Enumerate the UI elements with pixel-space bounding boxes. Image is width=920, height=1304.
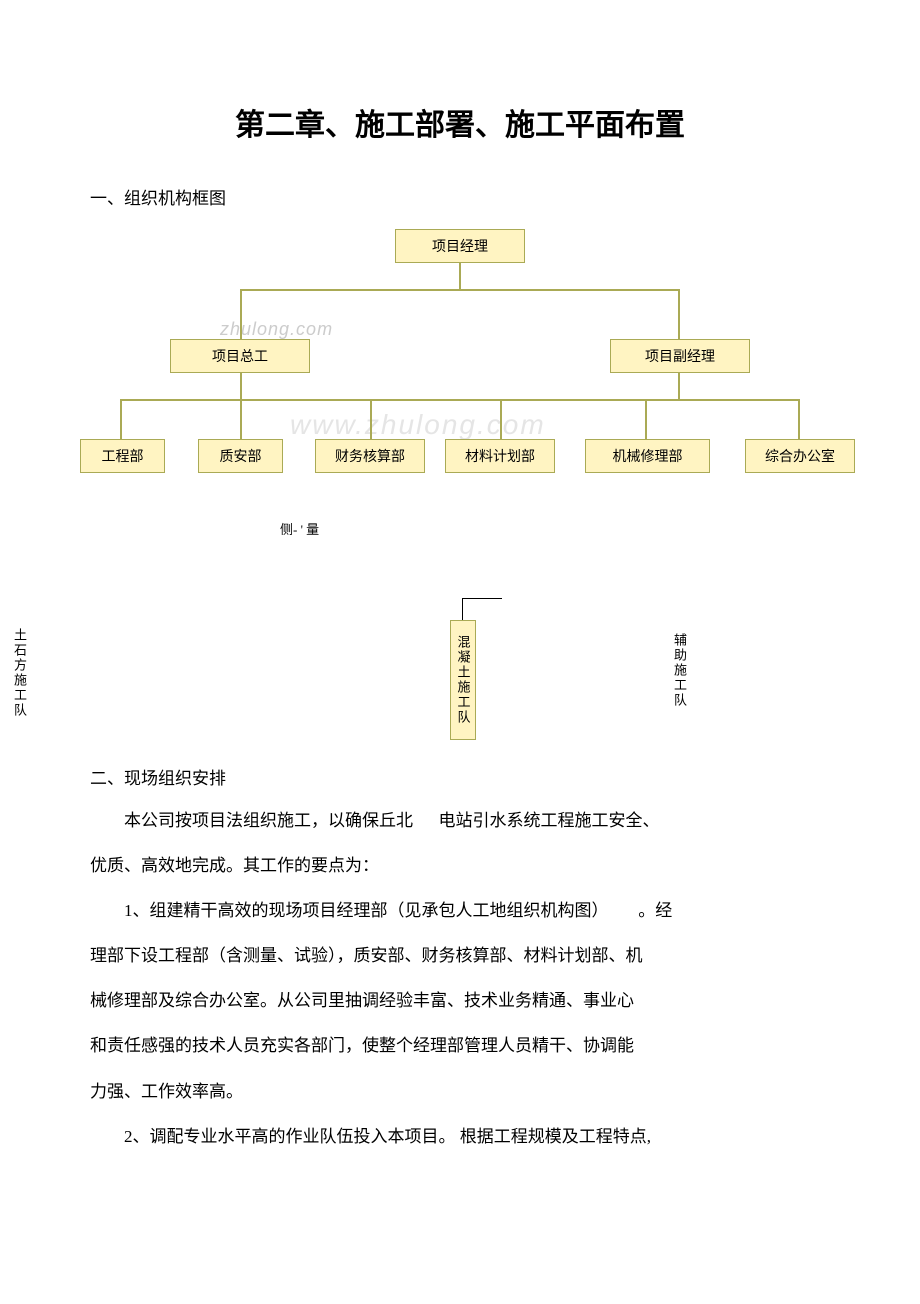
org-line bbox=[240, 289, 680, 291]
team-left: 土石方施工队 bbox=[10, 628, 29, 718]
org-box-bottom-3: 材料计划部 bbox=[445, 439, 555, 473]
section1-heading: 一、组织机构框图 bbox=[90, 184, 830, 209]
org-line bbox=[240, 289, 242, 339]
text-span: 本公司按项目法组织施工，以确保丘北 bbox=[124, 811, 413, 830]
watermark-text-1: zhulong.com bbox=[220, 319, 333, 340]
body-para: 本公司按项目法组织施工，以确保丘北 电站引水系统工程施工安全、 bbox=[90, 801, 830, 840]
section2-heading: 二、现场组织安排 bbox=[90, 764, 830, 789]
org-line bbox=[459, 263, 461, 289]
org-chart: zhulong.com www.zhulong.com 项目经理 项目总工 项目… bbox=[90, 229, 830, 489]
watermark-text-2: www.zhulong.com bbox=[290, 409, 546, 441]
teams-area: 土石方施工队 混凝土施工队 辅助施工队 bbox=[90, 598, 830, 758]
org-line bbox=[678, 373, 680, 399]
org-line bbox=[240, 399, 242, 439]
org-box-bottom-4: 机械修理部 bbox=[585, 439, 710, 473]
body-para: 优质、高效地完成。其工作的要点为： bbox=[90, 846, 830, 885]
team-line bbox=[462, 598, 502, 599]
text-span: 。经 bbox=[638, 901, 672, 920]
body-para: 1、组建精干高效的现场项目经理部（见承包人工地组织机构图） 。经 bbox=[90, 891, 830, 930]
org-box-bottom-0: 工程部 bbox=[80, 439, 165, 473]
org-box-bottom-1: 质安部 bbox=[198, 439, 283, 473]
org-line bbox=[120, 399, 800, 401]
org-box-top: 项目经理 bbox=[395, 229, 525, 263]
org-box-bottom-5: 综合办公室 bbox=[745, 439, 855, 473]
body-para: 械修理部及综合办公室。从公司里抽调经验丰富、技术业务精通、事业心 bbox=[90, 981, 830, 1020]
org-line bbox=[120, 399, 122, 439]
team-right: 辅助施工队 bbox=[670, 633, 689, 708]
org-box-bottom-2: 财务核算部 bbox=[315, 439, 425, 473]
text-span: 1、组建精干高效的现场项目经理部（见承包人工地组织机构图） bbox=[124, 901, 609, 920]
org-box-right-mid: 项目副经理 bbox=[610, 339, 750, 373]
org-line bbox=[678, 289, 680, 339]
body-para: 力强、工作效率高。 bbox=[90, 1072, 830, 1111]
stray-text: 侧- ' 量 bbox=[280, 519, 830, 538]
team-mid: 混凝土施工队 bbox=[450, 620, 476, 740]
org-line bbox=[798, 399, 800, 439]
body-para: 和责任感强的技术人员充实各部门，使整个经理部管理人员精干、协调能 bbox=[90, 1026, 830, 1065]
org-line bbox=[240, 373, 242, 399]
body-para: 理部下设工程部（含测量、试验），质安部、财务核算部、材料计划部、机 bbox=[90, 936, 830, 975]
org-line bbox=[370, 399, 372, 439]
org-box-left-mid: 项目总工 bbox=[170, 339, 310, 373]
org-line bbox=[500, 399, 502, 439]
body-para: 2、调配专业水平高的作业队伍投入本项目。 根据工程规模及工程特点, bbox=[90, 1117, 830, 1156]
text-span: 电站引水系统工程施工安全、 bbox=[439, 811, 660, 830]
org-line bbox=[645, 399, 647, 439]
team-line bbox=[462, 598, 463, 620]
page-title: 第二章、施工部署、施工平面布置 bbox=[90, 100, 830, 144]
